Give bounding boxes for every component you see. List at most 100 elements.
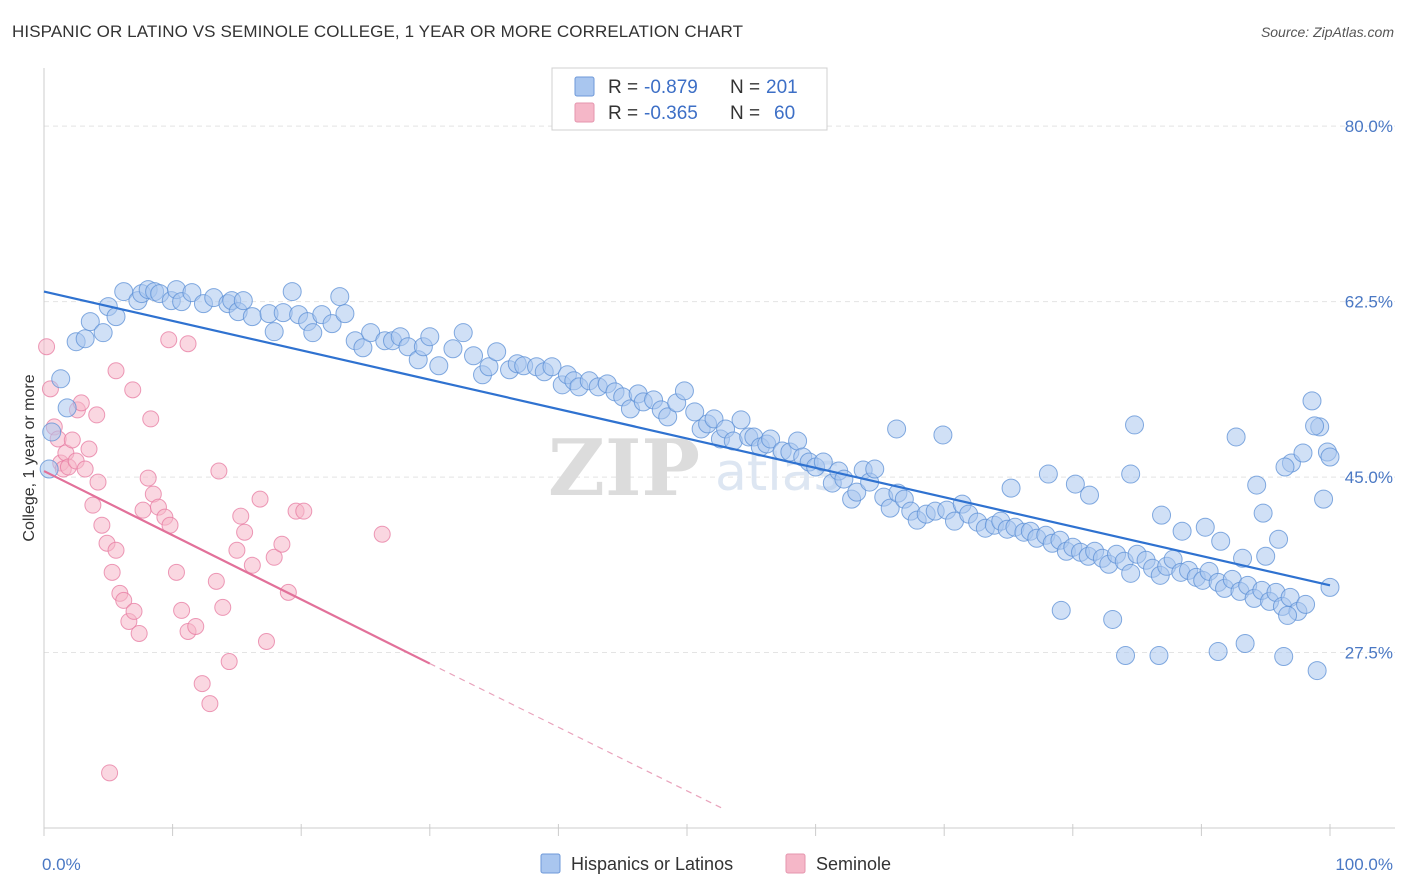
scatter-point: [193, 675, 211, 693]
scatter-point: [179, 335, 197, 353]
scatter-point: [93, 516, 111, 534]
trend-line-seminole: [43, 470, 431, 665]
legend-r-label-0: R =: [608, 77, 638, 98]
y-tick-label: 27.5%: [1345, 644, 1393, 663]
scatter-point: [1038, 464, 1058, 484]
scatter-point: [201, 695, 219, 713]
scatter-point: [228, 541, 246, 559]
trend-lines: [43, 290, 1331, 811]
scatter-point: [167, 563, 185, 581]
legend-n-label-0: N =: [730, 77, 760, 98]
y-tick-labels: 27.5% 45.0% 62.5% 80.0%: [1345, 117, 1393, 662]
scatter-point: [335, 304, 355, 324]
scatter-point: [242, 307, 262, 327]
legend-r-label-1: R =: [608, 103, 638, 124]
x-tick-labels: 0.0% 100.0%: [42, 855, 1393, 874]
source-label: Source: ZipAtlas.com: [1260, 24, 1394, 40]
scatter-point: [464, 346, 484, 366]
scatter-point: [865, 459, 885, 479]
scatter-point: [788, 431, 808, 451]
legend-r-value-1: -0.365: [644, 103, 698, 124]
y-tick-label: 62.5%: [1345, 293, 1393, 312]
scatter-point: [330, 287, 350, 307]
scatter-point: [880, 498, 900, 518]
scatter-point: [232, 507, 250, 525]
scatter-point: [220, 653, 238, 671]
scatter-point: [1233, 548, 1253, 568]
scatter-point: [443, 339, 463, 359]
scatter-point: [75, 329, 95, 349]
legend-r-value-0: -0.879: [644, 77, 698, 98]
scatter-point: [76, 460, 94, 478]
scatter-point: [1051, 600, 1071, 620]
y-tick-label: 45.0%: [1345, 468, 1393, 487]
scatter-point: [173, 601, 191, 619]
scatter-point: [103, 563, 121, 581]
scatter-point: [182, 283, 202, 303]
scatter-point: [1293, 443, 1313, 463]
scatter-point: [88, 406, 106, 424]
scatter-point: [1274, 647, 1294, 667]
legend-swatch-hispanic: [574, 76, 595, 97]
hispanic-points: [39, 280, 1340, 681]
scatter-point: [80, 440, 98, 458]
seminole-points: [38, 331, 391, 782]
trend-line-seminole-extension: [429, 663, 726, 811]
scatter-point: [207, 572, 225, 590]
scatter-point: [1211, 531, 1231, 551]
bottom-legend-swatch-seminole: [785, 853, 806, 874]
scatter-point: [89, 473, 107, 491]
scatter-point: [658, 407, 678, 427]
scatter-point: [685, 402, 705, 422]
scatter-point: [264, 322, 284, 342]
scatter-point: [761, 429, 781, 449]
scatter-point: [160, 331, 178, 349]
scatter-point: [847, 482, 867, 502]
scatter-point: [1235, 634, 1255, 654]
scatter-point: [361, 323, 381, 343]
chart-title: HISPANIC OR LATINO VS SEMINOLE COLLEGE, …: [12, 22, 744, 41]
scatter-point: [63, 431, 81, 449]
scatter-point: [187, 617, 205, 635]
grid-lines: [44, 125, 1395, 654]
scatter-point: [1307, 661, 1327, 681]
scatter-point: [674, 381, 694, 401]
scatter-point: [1320, 447, 1340, 467]
scatter-point: [1305, 416, 1325, 436]
scatter-point: [142, 410, 160, 428]
scatter-point: [429, 356, 449, 376]
scatter-point: [373, 525, 391, 543]
scatter-point: [479, 357, 499, 377]
scatter-point: [251, 490, 269, 508]
y-tick-label: 80.0%: [1345, 117, 1393, 136]
bottom-legend-label-seminole: Seminole: [816, 854, 891, 874]
scatter-point: [124, 381, 142, 399]
legend-n-label-1: N =: [730, 103, 760, 124]
scatter-point: [107, 362, 125, 380]
scatter-point: [101, 764, 119, 782]
scatter-point: [210, 462, 228, 480]
scatter-point: [1320, 577, 1340, 597]
bottom-legend-label-hispanic: Hispanics or Latinos: [571, 854, 733, 874]
scatter-point: [1253, 503, 1273, 523]
scatter-point: [115, 591, 133, 609]
scatter-point: [257, 633, 275, 651]
scatter-point: [233, 291, 253, 311]
scatter-point: [731, 410, 751, 430]
scatter-point: [57, 398, 77, 418]
scatter-point: [236, 523, 254, 541]
scatter-point: [1195, 517, 1215, 537]
scatter-point: [1296, 594, 1316, 614]
scatter-point: [134, 501, 152, 519]
scatter-point: [933, 425, 953, 445]
legend-swatch-seminole: [574, 102, 595, 123]
x-tick-label-max: 100.0%: [1335, 855, 1393, 874]
scatter-point: [1065, 474, 1085, 494]
scatter-point: [542, 357, 562, 377]
scatter-point: [813, 452, 833, 472]
scatter-point: [1172, 521, 1192, 541]
legend-box: [551, 67, 828, 131]
scatter-point: [282, 282, 302, 302]
watermark-main: ZIP: [548, 423, 700, 514]
